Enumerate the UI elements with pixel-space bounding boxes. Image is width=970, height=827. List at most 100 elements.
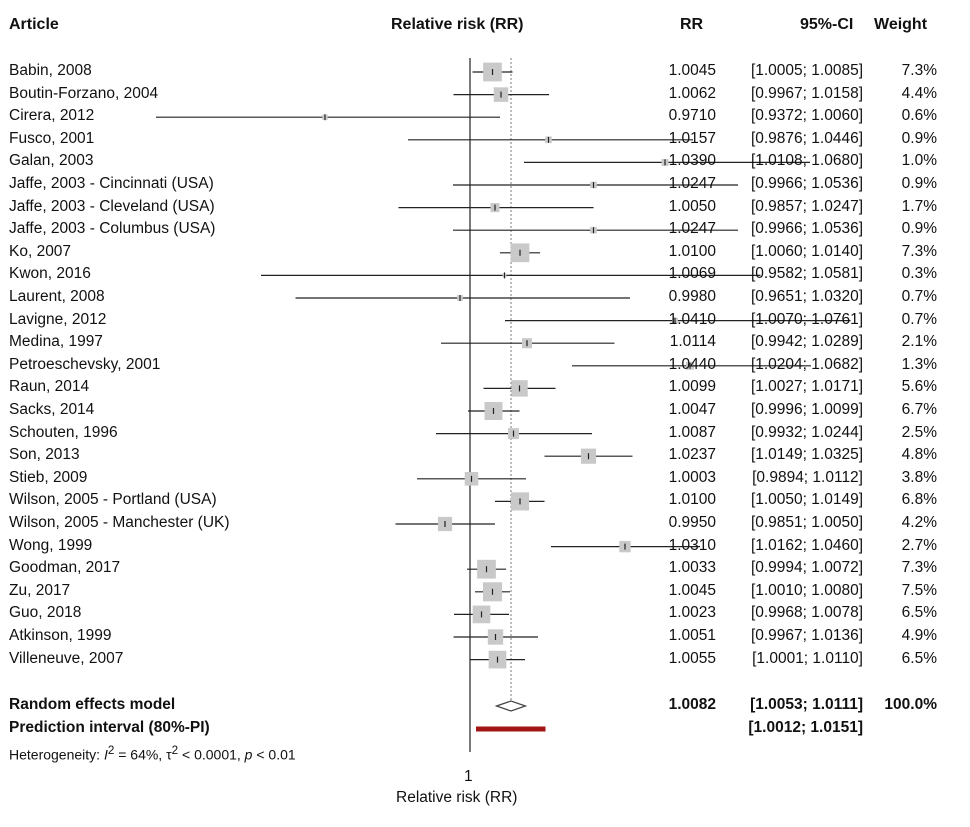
study-ci: [1.0027; 1.0171] (750, 378, 863, 396)
study-weight: 7.3% (901, 62, 937, 79)
study-ci: [0.9651; 1.0320] (750, 288, 863, 305)
study-weight: 1.0% (901, 152, 937, 170)
header-article: Article (9, 16, 59, 33)
study-rr: 1.0114 (669, 333, 716, 351)
study-weight: 2.7% (901, 536, 937, 554)
study-label: Medina, 1997 (9, 333, 103, 351)
study-weight: 3.8% (901, 468, 937, 486)
study-weight: 6.7% (901, 401, 937, 418)
study-label: Villeneuve, 2007 (9, 649, 124, 667)
study-ci: [1.0005; 1.0085] (750, 62, 863, 79)
study-ci: [0.9966; 1.0536] (750, 220, 863, 238)
het-i2-sup: 2 (107, 744, 115, 757)
study-ci: [0.9582; 1.0581] (750, 265, 863, 283)
study-label: Fusco, 2001 (9, 129, 95, 147)
study-label: Lavigne, 2012 (9, 310, 107, 328)
study-weight: 4.8% (901, 446, 937, 464)
study-weight: 6.8% (901, 491, 937, 509)
study-label: Atkinson, 1999 (9, 627, 112, 644)
study-label: Jaffe, 2003 - Cincinnati (USA) (9, 175, 214, 192)
study-ci: [0.9932; 1.0244] (750, 423, 863, 441)
study-weight: 4.2% (901, 514, 937, 531)
study-weight: 0.7% (901, 310, 937, 328)
study-ci: [1.0050; 1.0149] (750, 491, 863, 509)
pooled-label: Random effects model (9, 696, 176, 713)
heterogeneity-statement: Heterogeneity: I2 = 64%, τ2 < 0.0001, p … (9, 744, 296, 763)
study-ci: [1.0001; 1.0110] (752, 649, 863, 667)
header-rr: RR (680, 16, 704, 33)
study-rr: 1.0045 (668, 581, 716, 599)
study-rr: 1.0247 (668, 175, 716, 192)
study-rr: 0.9710 (668, 107, 716, 125)
study-ci: [1.0149; 1.0325] (750, 446, 863, 464)
study-label: Wilson, 2005 - Manchester (UK) (9, 514, 230, 531)
study-rr: 1.0310 (668, 536, 716, 554)
study-label: Sacks, 2014 (9, 401, 95, 418)
study-ci: [0.9857; 1.0247] (750, 197, 863, 215)
study-ci: [0.9966; 1.0536] (750, 175, 863, 192)
study-ci: [1.0060; 1.0140] (750, 242, 863, 260)
het-tau2-symbol: τ (166, 746, 172, 763)
study-weight: 0.3% (901, 265, 937, 283)
study-rr: 1.0050 (668, 197, 716, 215)
study-rr: 1.0047 (668, 401, 716, 418)
x-axis-label: Relative risk (RR) (396, 789, 518, 806)
het-tau2-value: < 0.0001, (178, 746, 245, 763)
study-label: Son, 2013 (9, 446, 80, 464)
study-weight: 7.3% (901, 559, 937, 577)
study-weight: 7.5% (901, 581, 937, 599)
study-rr: 1.0023 (668, 604, 716, 622)
het-p-symbol: p (244, 746, 253, 763)
prediction-ci: [1.0012; 1.0151] (748, 719, 863, 736)
study-label: Wong, 1999 (9, 536, 93, 554)
study-ci: [0.9967; 1.0136] (750, 627, 863, 644)
study-weight: 6.5% (901, 604, 937, 622)
study-rr: 1.0390 (668, 152, 716, 170)
study-ci: [0.9894; 1.0112] (752, 468, 863, 486)
study-weight: 0.6% (901, 107, 937, 125)
study-weight: 4.9% (901, 627, 937, 644)
study-label: Ko, 2007 (9, 242, 72, 260)
x-tick-label: 1 (464, 768, 473, 785)
study-weight: 1.3% (901, 355, 937, 373)
study-rr: 1.0033 (668, 559, 716, 577)
study-label: Stieb, 2009 (9, 468, 88, 486)
study-ci: [1.0010; 1.0080] (750, 581, 863, 599)
study-rr: 1.0003 (668, 468, 716, 486)
prediction-label: Prediction interval (80%-PI) (9, 719, 210, 736)
study-rr: 1.0100 (668, 242, 716, 260)
study-label: Zu, 2017 (9, 581, 71, 599)
study-rr: 0.9950 (668, 514, 716, 531)
het-i2-symbol: I (103, 746, 108, 763)
study-label: Raun, 2014 (9, 378, 90, 396)
study-weight: 7.3% (901, 242, 937, 260)
study-weight: 2.5% (901, 423, 937, 441)
study-ci: [0.9942; 1.0289] (750, 333, 863, 351)
study-label: Laurent, 2008 (9, 288, 105, 305)
study-rr: 1.0410 (668, 310, 716, 328)
study-weight: 5.6% (901, 378, 937, 396)
study-rr: 1.0100 (668, 491, 716, 509)
het-p-value: < 0.01 (252, 746, 296, 763)
het-prefix: Heterogeneity: (9, 746, 104, 763)
pooled-weight: 100.0% (884, 696, 937, 713)
study-rr: 1.0069 (668, 265, 716, 283)
study-rr: 1.0062 (668, 84, 716, 102)
study-weight: 6.5% (901, 649, 937, 667)
prediction-interval-bar (476, 726, 546, 732)
study-ci: [0.9994; 1.0072] (750, 559, 863, 577)
study-rr: 1.0099 (668, 378, 716, 396)
study-rr: 1.0440 (668, 355, 716, 373)
het-i2-value: = 64%, (114, 746, 167, 763)
study-weight: 2.1% (901, 333, 937, 351)
study-rr: 1.0157 (668, 129, 716, 147)
study-rr: 1.0237 (668, 446, 716, 464)
study-label: Wilson, 2005 - Portland (USA) (9, 491, 217, 509)
study-label: Schouten, 1996 (9, 423, 118, 441)
study-weight: 0.9% (901, 175, 937, 192)
study-ci: [0.9876; 1.0446] (750, 129, 863, 147)
study-weight: 0.7% (901, 288, 937, 305)
study-label: Goodman, 2017 (9, 559, 121, 577)
study-label: Galan, 2003 (9, 152, 94, 170)
